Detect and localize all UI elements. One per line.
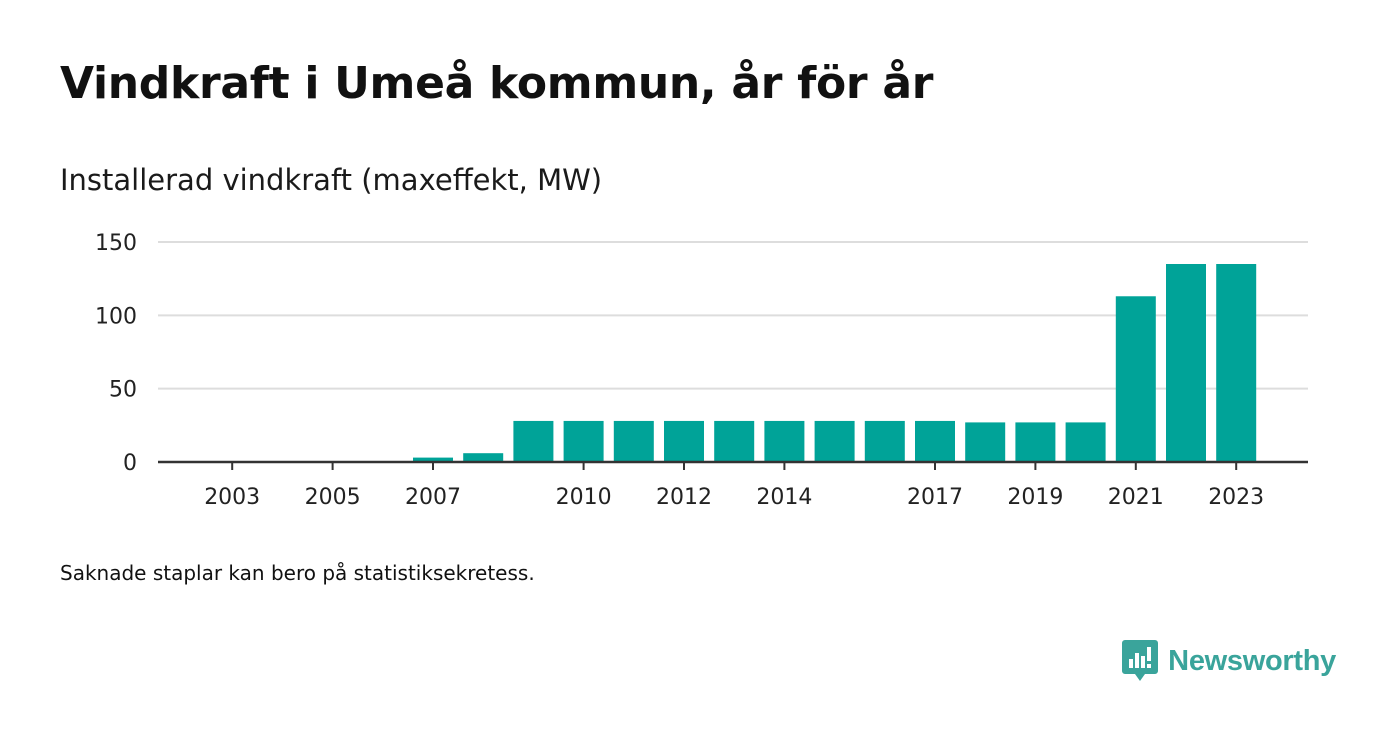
- bar-2022: [1166, 264, 1206, 462]
- chart-title: Vindkraft i Umeå kommun, år för år: [60, 58, 934, 109]
- bar-2009: [513, 420, 554, 462]
- axes: 0 50 100 150 2003 2005 2007 2010 2012 2014 2017 201…: [95, 231, 1308, 510]
- bar-2016: [864, 420, 905, 462]
- y-tick-label: 100: [95, 304, 137, 329]
- bar-2014: [764, 420, 805, 462]
- newsworthy-logo-icon: [1122, 640, 1159, 681]
- bar-2012: [664, 420, 704, 462]
- x-tick-label: 2007: [405, 485, 461, 510]
- bar-2023: [1216, 264, 1257, 462]
- x-tick-label: 2017: [907, 485, 963, 510]
- bar-2019: [1015, 422, 1056, 462]
- brand-logo: Newsworthy: [1122, 640, 1336, 682]
- bar-2015: [814, 420, 855, 462]
- footnote: Saknade staplar kan bero på statistiksek…: [60, 561, 535, 585]
- bar-2018: [965, 422, 1006, 462]
- chart-subtitle: Installerad vindkraft (maxeffekt, MW): [60, 163, 603, 197]
- y-tick-label: 150: [95, 231, 137, 256]
- x-tick-label: 2012: [656, 485, 712, 510]
- bar-2011: [613, 420, 654, 462]
- x-tick-label: 2021: [1108, 485, 1164, 510]
- x-tick-label: 2003: [204, 485, 260, 510]
- bar-2008: [463, 453, 504, 462]
- bar-2013: [714, 420, 755, 462]
- bar-2010: [563, 420, 604, 462]
- bar-chart: 0 50 100 150 2003 2005 2007 2010 2012 2014 2017 201…: [95, 231, 1308, 510]
- y-tick-label: 50: [109, 378, 137, 403]
- x-tick-label: 2019: [1007, 485, 1063, 510]
- brand-name: Newsworthy: [1168, 644, 1336, 677]
- bar-2021: [1115, 296, 1156, 462]
- x-tick-label: 2023: [1208, 485, 1264, 510]
- bars: [413, 264, 1257, 462]
- bar-2020: [1065, 422, 1106, 462]
- y-tick-label: 0: [123, 451, 137, 476]
- x-tick-label: 2010: [556, 485, 612, 510]
- bar-2017: [915, 420, 955, 462]
- x-tick-label: 2014: [756, 485, 812, 510]
- x-tick-label: 2005: [305, 485, 361, 510]
- bar-2007: [413, 457, 453, 462]
